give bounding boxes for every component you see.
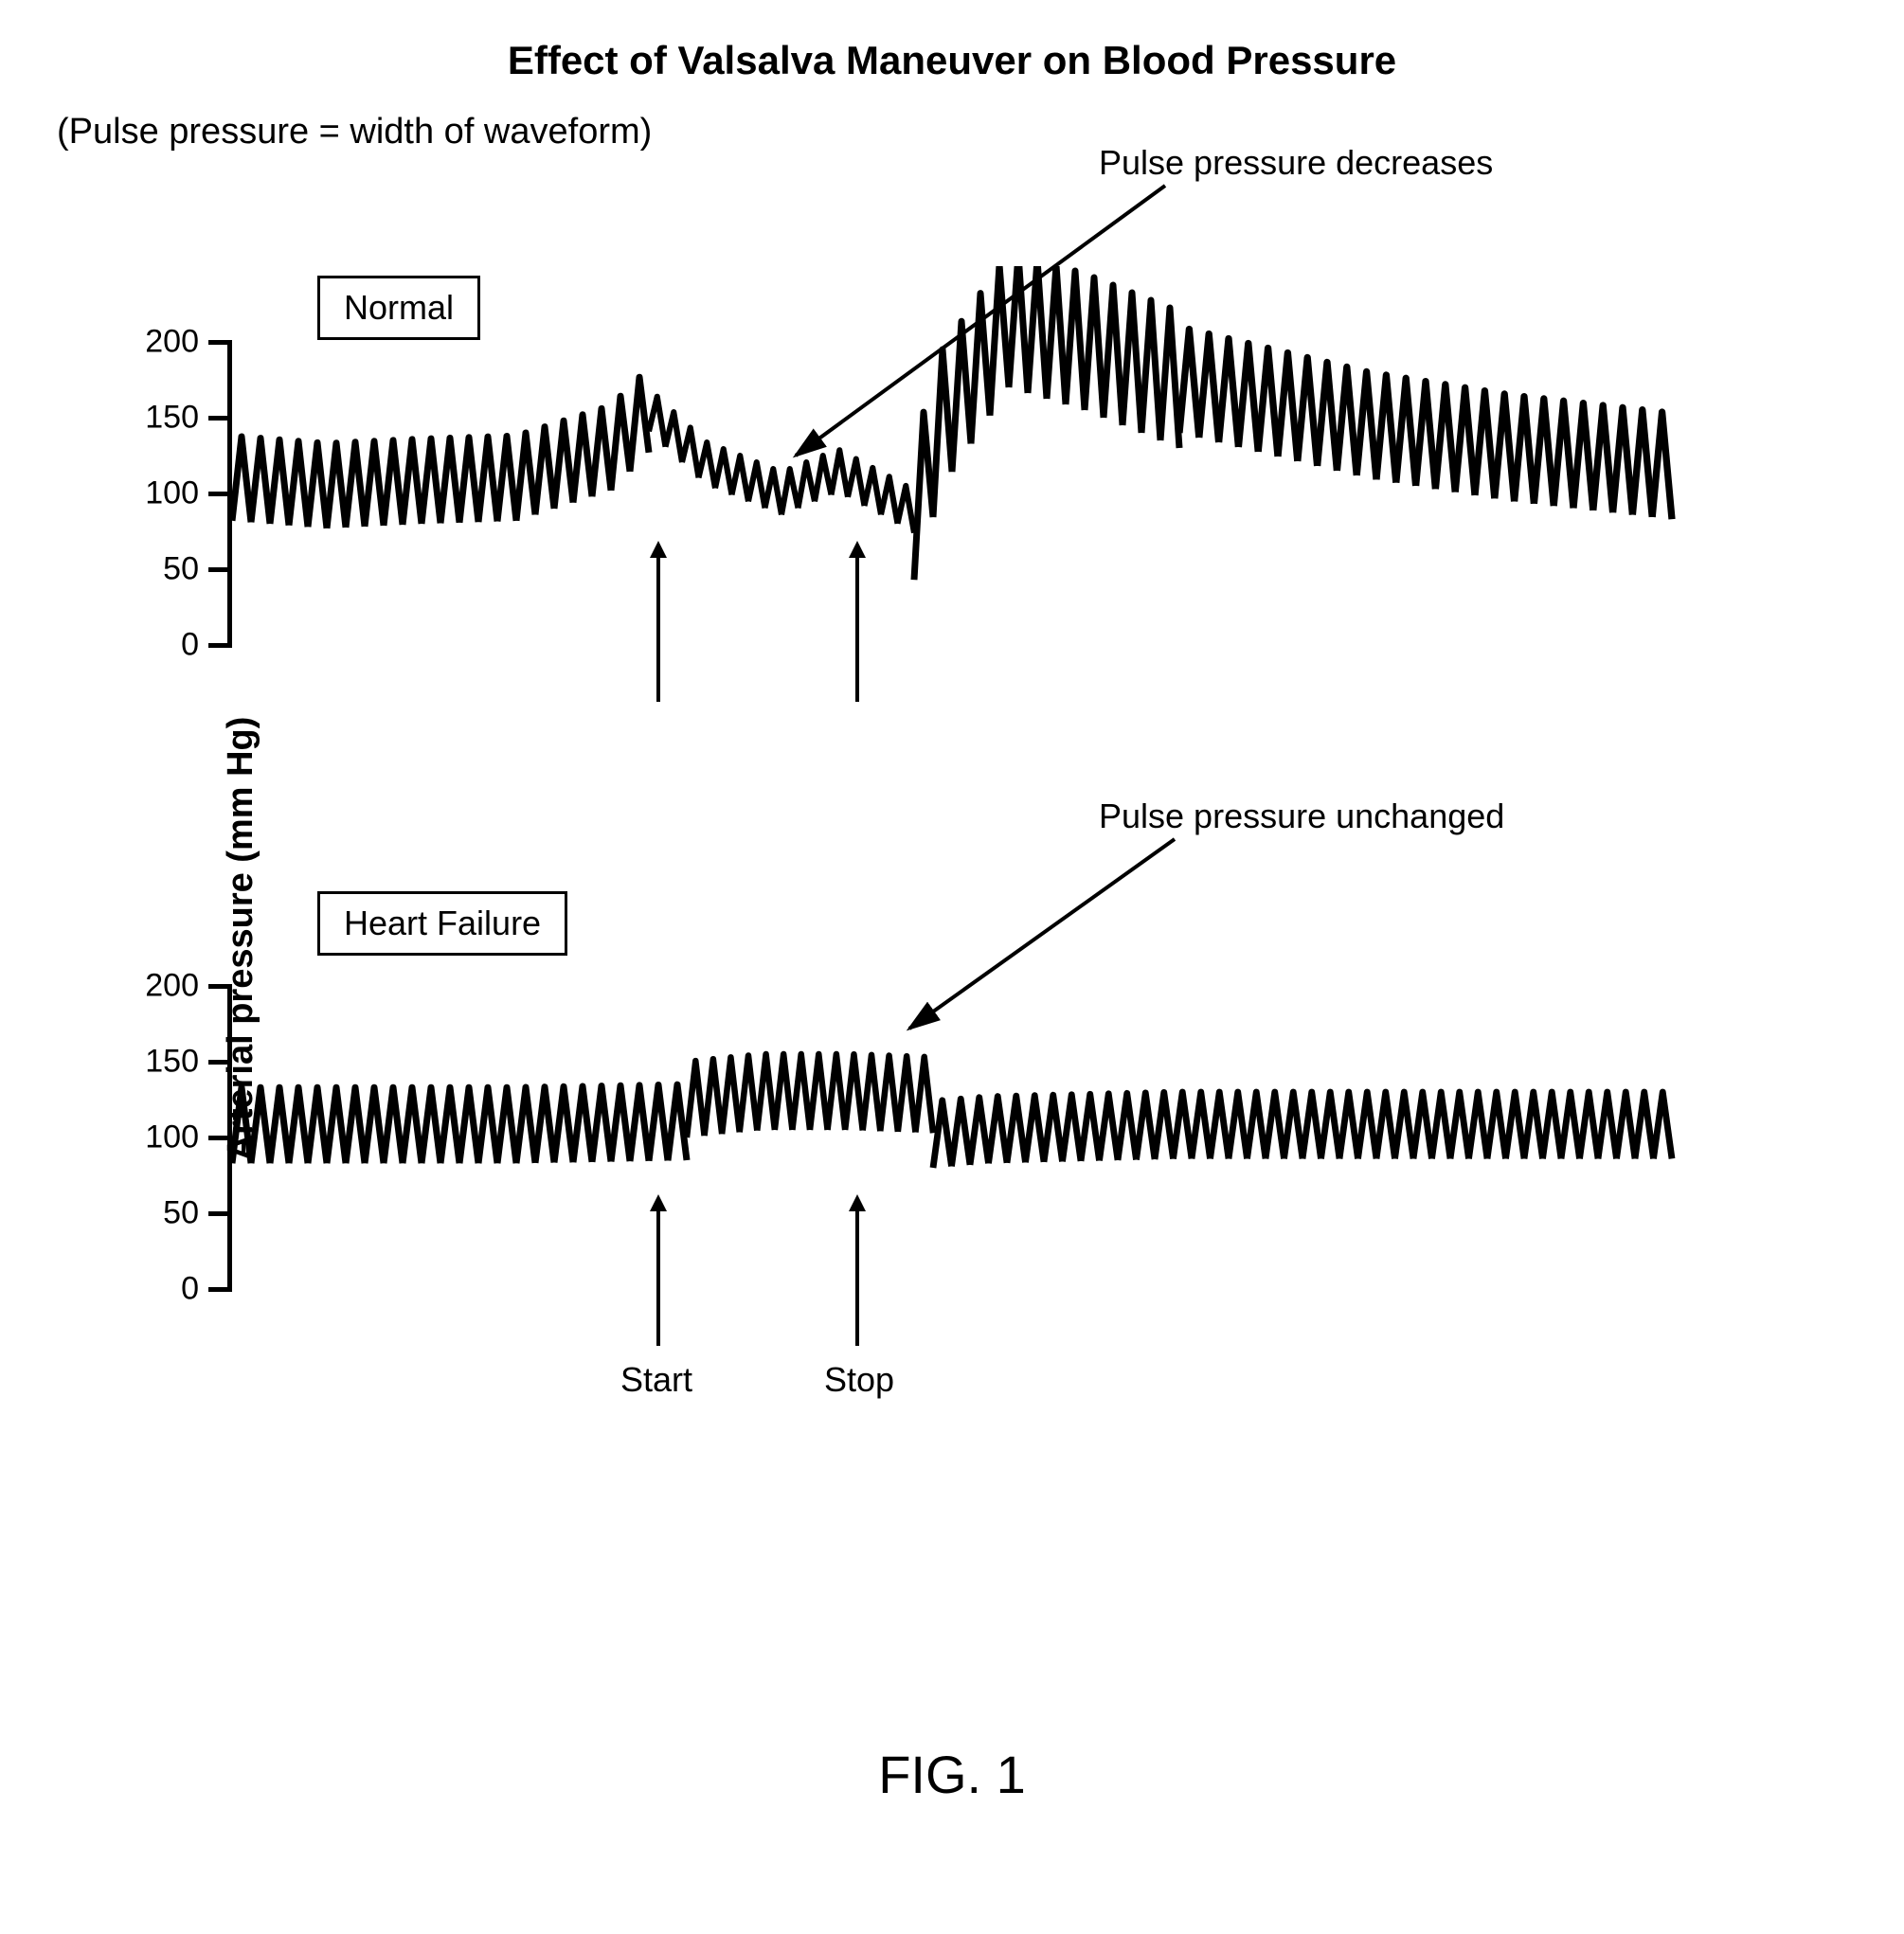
- y-tick-label: 150: [123, 1044, 199, 1081]
- y-tick: [208, 567, 232, 572]
- y-tick-label: 50: [123, 551, 199, 588]
- stop-label: Stop: [824, 1360, 894, 1400]
- y-tick-label: 150: [123, 400, 199, 437]
- y-tick: [208, 492, 232, 496]
- stop-arrow-normal: [843, 541, 871, 711]
- panel-hf-label: Heart Failure: [344, 904, 541, 942]
- y-tick-label: 100: [123, 475, 199, 512]
- figure-label: FIG. 1: [38, 1744, 1866, 1805]
- y-tick-label: 0: [123, 627, 199, 664]
- y-tick-label: 100: [123, 1119, 199, 1156]
- stop-arrow-hf: [843, 1194, 871, 1355]
- y-tick: [208, 643, 232, 648]
- panel-normal-label-box: Normal: [317, 276, 480, 340]
- y-tick: [208, 1287, 232, 1292]
- panel-heart-failure: Heart Failure Pulse pressure unchanged 0…: [171, 910, 1781, 1403]
- waveform-hf: [232, 910, 1748, 1403]
- y-tick-label: 200: [123, 968, 199, 1005]
- panel-normal-label: Normal: [344, 288, 454, 327]
- y-tick: [208, 340, 232, 345]
- panel-normal: Normal Pulse pressure decreases 05010015…: [171, 266, 1781, 759]
- y-tick: [208, 416, 232, 421]
- panel-hf-label-box: Heart Failure: [317, 891, 567, 956]
- chart-area: Arterial pressure (mm Hg) Normal Pulse p…: [38, 228, 1866, 1649]
- start-arrow-normal: [644, 541, 673, 711]
- y-tick: [208, 1060, 232, 1065]
- y-tick: [208, 1211, 232, 1216]
- waveform-normal: [232, 266, 1748, 759]
- y-tick: [208, 1136, 232, 1140]
- y-tick-label: 0: [123, 1271, 199, 1308]
- y-tick: [208, 984, 232, 989]
- start-arrow-hf: [644, 1194, 673, 1355]
- y-tick-label: 50: [123, 1195, 199, 1232]
- y-tick-label: 200: [123, 324, 199, 361]
- start-label: Start: [620, 1360, 692, 1400]
- chart-title: Effect of Valsalva Maneuver on Blood Pre…: [38, 38, 1866, 83]
